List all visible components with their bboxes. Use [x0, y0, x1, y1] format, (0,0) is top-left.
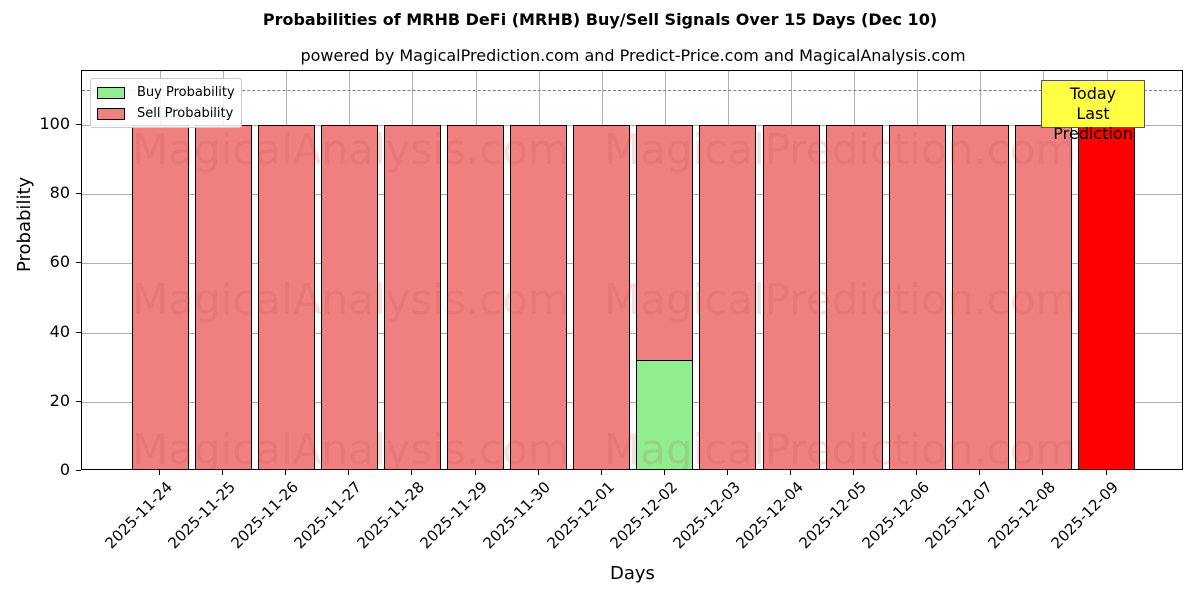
x-tick-label: 2025-11-26	[227, 478, 302, 553]
x-tick-label: 2025-12-03	[669, 478, 744, 553]
y-tick-label: 80	[49, 183, 70, 203]
sell-bar	[383, 125, 441, 469]
sell-bar	[194, 125, 252, 469]
x-tick-mark	[222, 470, 224, 475]
x-tick-mark	[537, 470, 539, 475]
sell-bar	[573, 125, 631, 469]
x-tick-label: 2025-11-25	[164, 478, 239, 553]
x-tick-label: 2025-11-28	[353, 478, 429, 553]
x-tick-label: 2025-12-07	[921, 478, 997, 553]
gridline-h	[82, 125, 1182, 126]
today-label: Today	[1069, 84, 1117, 103]
gridline-h	[82, 194, 1182, 196]
y-tick-label: 100	[39, 114, 70, 133]
x-tick-label: 2025-12-04	[732, 478, 807, 553]
x-tick-mark	[600, 470, 602, 475]
x-tick-label: 2025-12-05	[795, 478, 870, 553]
y-tick-label: 0	[59, 460, 70, 479]
sell-bar	[131, 125, 189, 469]
x-tick-mark	[474, 470, 476, 475]
chart-subtitle: powered by MagicalPrediction.com and Pre…	[300, 46, 966, 65]
sell-bar	[257, 125, 315, 469]
x-tick-mark	[285, 470, 287, 475]
sell-bar	[762, 125, 820, 469]
legend-label-sell: Sell Probability	[137, 106, 234, 121]
x-tick-mark	[979, 470, 981, 475]
gridline-h	[82, 332, 1182, 334]
today-annotation: Today Last Prediction	[1041, 80, 1145, 143]
legend-item-sell: Sell Probability	[97, 103, 235, 124]
x-tick-label: 2025-12-09	[1047, 478, 1123, 553]
sell-bar	[447, 125, 504, 469]
last-prediction-label: Last Prediction	[1053, 104, 1133, 143]
y-tick-label: 20	[49, 390, 70, 410]
x-tick-mark	[726, 470, 728, 475]
y-tick-mark	[76, 331, 81, 333]
x-tick-mark	[411, 470, 413, 475]
sell-bar	[510, 125, 568, 469]
y-tick-mark	[76, 262, 81, 264]
sell-bar	[825, 125, 883, 469]
gridline-h	[82, 401, 1182, 403]
x-tick-label: 2025-12-01	[543, 478, 618, 553]
x-axis-label: Days	[610, 563, 655, 584]
sell-bar	[1014, 125, 1072, 469]
x-tick-label: 2025-11-24	[101, 478, 176, 553]
x-tick-label: 2025-11-27	[290, 478, 366, 553]
x-tick-mark	[790, 470, 791, 475]
x-tick-label: 2025-11-29	[416, 478, 492, 553]
x-tick-mark	[348, 470, 350, 475]
plot-area: MagicalAnalysis.comMagicalPrediction.com…	[81, 70, 1183, 470]
y-tick-mark	[76, 124, 81, 125]
x-tick-mark	[663, 470, 665, 475]
reference-line	[82, 90, 1182, 91]
sell-bar	[1078, 125, 1135, 469]
x-tick-label: 2025-11-30	[479, 478, 555, 553]
buy-swatch-icon	[97, 86, 125, 99]
x-tick-mark	[853, 470, 855, 475]
legend-item-buy: Buy Probability	[97, 82, 235, 103]
legend: Buy Probability Sell Probability	[90, 78, 242, 128]
gridline-h	[82, 263, 1182, 265]
x-tick-mark	[1105, 470, 1107, 475]
x-tick-label: 2025-12-06	[858, 478, 933, 553]
sell-bar	[888, 125, 946, 469]
sell-bar	[699, 125, 757, 469]
sell-bar	[636, 125, 694, 361]
x-tick-label: 2025-12-08	[984, 478, 1060, 553]
chart-title: Probabilities of MRHB DeFi (MRHB) Buy/Se…	[262, 10, 938, 29]
legend-label-buy: Buy Probability	[137, 85, 235, 100]
x-tick-mark	[916, 470, 918, 475]
x-tick-mark	[1042, 470, 1044, 475]
buy-bar	[636, 358, 694, 469]
y-tick-label: 60	[49, 252, 70, 272]
y-tick-mark	[76, 193, 81, 195]
x-tick-mark	[159, 470, 160, 475]
sell-bar	[951, 125, 1009, 469]
y-tick-mark	[76, 400, 81, 402]
sell-bar	[320, 125, 378, 469]
y-tick-mark	[76, 470, 81, 471]
y-tick-label: 40	[49, 321, 70, 341]
sell-swatch-icon	[97, 107, 125, 120]
